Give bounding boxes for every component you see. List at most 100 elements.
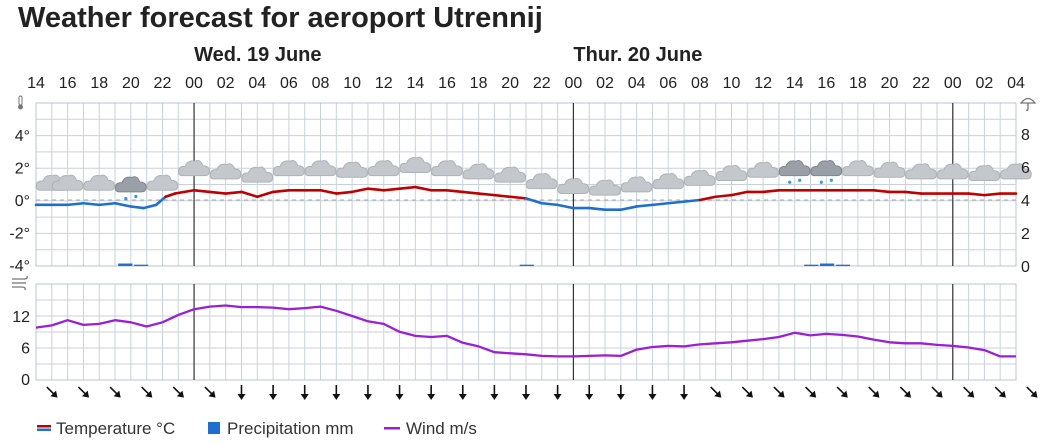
wind-arrow-icon (141, 386, 153, 398)
wind-arrow-icon (300, 385, 309, 400)
wind-tick: 0 (21, 372, 30, 389)
cloud-icon (683, 169, 716, 186)
temperature-tick: 0° (15, 193, 30, 210)
legend-precipitation: Precipitation mm (208, 419, 354, 438)
legend-wind: Wind m/s (384, 419, 477, 438)
hour-label: 18 (470, 75, 488, 92)
temperature-tick: -4° (9, 258, 30, 275)
temperature-segment (983, 192, 1002, 197)
temperature-segment (682, 198, 702, 203)
temperature-segment (142, 203, 158, 210)
hour-label: 10 (343, 75, 361, 92)
wind-arrow-icon (204, 386, 216, 398)
cloud-icon (715, 164, 748, 182)
wind-arrow-icon (77, 386, 90, 398)
precipitation-bar (519, 264, 534, 266)
temperature-segment (587, 206, 607, 212)
hour-label: 16 (438, 75, 456, 92)
hour-label: 04 (628, 75, 646, 92)
legend-temperature: Temperature °C (37, 419, 175, 438)
temperature-segment (66, 201, 85, 207)
wind-arrow-icon (741, 386, 753, 398)
cloud-icon (431, 160, 463, 177)
temperature-segment (635, 203, 654, 208)
cloud-snow-icon (810, 160, 843, 184)
hour-label: 14 (406, 75, 424, 92)
temperature-segment (872, 188, 891, 194)
cloud-icon (241, 166, 274, 183)
cloud-icon (905, 163, 937, 180)
hour-label: 18 (90, 75, 108, 92)
cloud-icon (146, 174, 179, 191)
hour-label: 04 (248, 75, 266, 92)
temperature-segment (493, 193, 512, 199)
temperature-segment (714, 193, 733, 199)
temperature-segment (350, 187, 370, 194)
temperature-segment (183, 188, 196, 194)
wind-arrow-icon (868, 386, 880, 398)
day-label: Wed. 19 June (194, 44, 321, 66)
wind-arrow-icon (931, 386, 943, 398)
temperature-segment (461, 190, 480, 195)
wind-series-line (35, 304, 1016, 358)
wind-arrow-icon (963, 386, 975, 398)
temperature-tick: -2° (9, 225, 30, 242)
cloud-icon (178, 160, 210, 177)
wind-arrow-icon (899, 386, 912, 398)
temperature-segment (477, 192, 496, 197)
hour-label: 02 (975, 75, 993, 92)
legend-temperature-label: Temperature °C (56, 419, 175, 438)
hour-label: 22 (533, 75, 551, 92)
hour-label: 20 (501, 75, 519, 92)
temperature-segment (366, 187, 386, 192)
temperature-segment (398, 185, 417, 190)
wind-tick: 6 (21, 341, 30, 358)
cloud-snow-icon (114, 176, 147, 201)
cloud-snow-icon (778, 160, 811, 184)
hour-label: 04 (1007, 75, 1025, 92)
precipitation-bar (820, 263, 835, 266)
cloud-icon (652, 173, 685, 190)
hour-label: 16 (817, 75, 835, 92)
temperature-segment (619, 205, 638, 212)
hour-label: 12 (754, 75, 772, 92)
cloud-icon (462, 163, 495, 180)
temperature-segment (129, 205, 145, 210)
hour-label: 02 (217, 75, 235, 92)
temperature-segment (335, 190, 354, 195)
temperature-segment (445, 188, 465, 194)
temperature-segment (173, 190, 186, 195)
wind-arrow-icon (994, 386, 1006, 398)
cloud-icon (747, 161, 779, 178)
precipitation-bar (835, 264, 851, 266)
cloud-icon (494, 166, 526, 183)
precipitation-bars (118, 263, 851, 266)
wind-arrow-icon (332, 385, 341, 400)
wind-arrow-icon (172, 386, 184, 398)
wind-icon (12, 275, 28, 291)
wind-arrow-icon (585, 385, 594, 400)
hour-label: 00 (185, 75, 203, 92)
legend-wind-label: Wind m/s (406, 419, 477, 438)
temperature-segment (208, 190, 227, 195)
wind-arrow-icon (395, 385, 404, 400)
temperature-segment (271, 188, 291, 194)
temperature-tick: 4° (15, 128, 30, 145)
precipitation-tick: 8 (1021, 127, 1030, 144)
cloud-icon (841, 160, 874, 177)
wind-arrow-icon (648, 385, 657, 400)
temperature-segment (540, 201, 559, 207)
hour-label: 00 (944, 75, 962, 92)
cloud-icon (525, 173, 558, 190)
wind-tick: 12 (12, 309, 30, 326)
wind-arrow-icon (710, 386, 722, 398)
cloud-icon (589, 179, 621, 196)
grid (35, 102, 1017, 381)
cloud-icon (209, 163, 242, 180)
wind-arrow-icon (363, 385, 372, 400)
panel-wind-frame (35, 283, 1017, 381)
cloud-icon (936, 163, 969, 180)
precipitation-tick: 4 (1021, 193, 1030, 210)
